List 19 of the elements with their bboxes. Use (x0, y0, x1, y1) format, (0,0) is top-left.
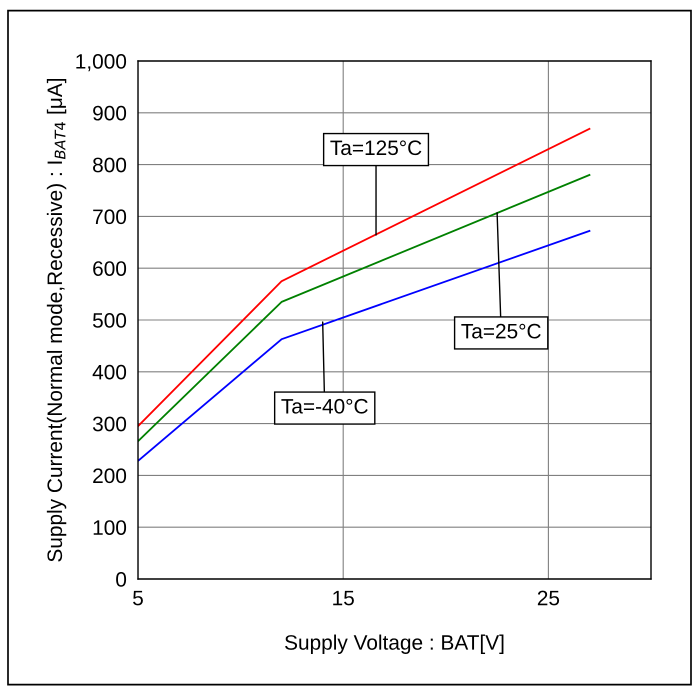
y-tick-label: 900 (93, 106, 126, 121)
y-axis-title: Supply Current(Normal mode,Recessive) : I$_{BAT4}$ [μA] (46, 78, 66, 562)
y-tick-label: 0 (116, 572, 126, 587)
x-tick-label: 25 (538, 590, 560, 606)
y-tick-label: 300 (92, 416, 126, 432)
x-tick-label: 5 (133, 590, 143, 606)
y-tick-label: 500 (92, 313, 126, 328)
y-tick-label: 1,000 (76, 54, 126, 72)
y-tick-label: 800 (93, 158, 126, 172)
annotation: Ta=25°C (461, 324, 541, 339)
x-axis-title: Supply Voltage : BAT[V] (285, 634, 504, 654)
y-tick-label: 600 (93, 261, 126, 276)
annotation: Ta=125°C (330, 140, 422, 156)
y-tick-label: 700 (93, 209, 126, 224)
x-tick-label: 15 (333, 590, 354, 606)
y-tick-label: 200 (93, 468, 126, 484)
y-tick-label: 100 (94, 520, 126, 535)
annotation: Ta=-40°C (281, 398, 368, 414)
y-tick-label: 400 (92, 364, 126, 380)
